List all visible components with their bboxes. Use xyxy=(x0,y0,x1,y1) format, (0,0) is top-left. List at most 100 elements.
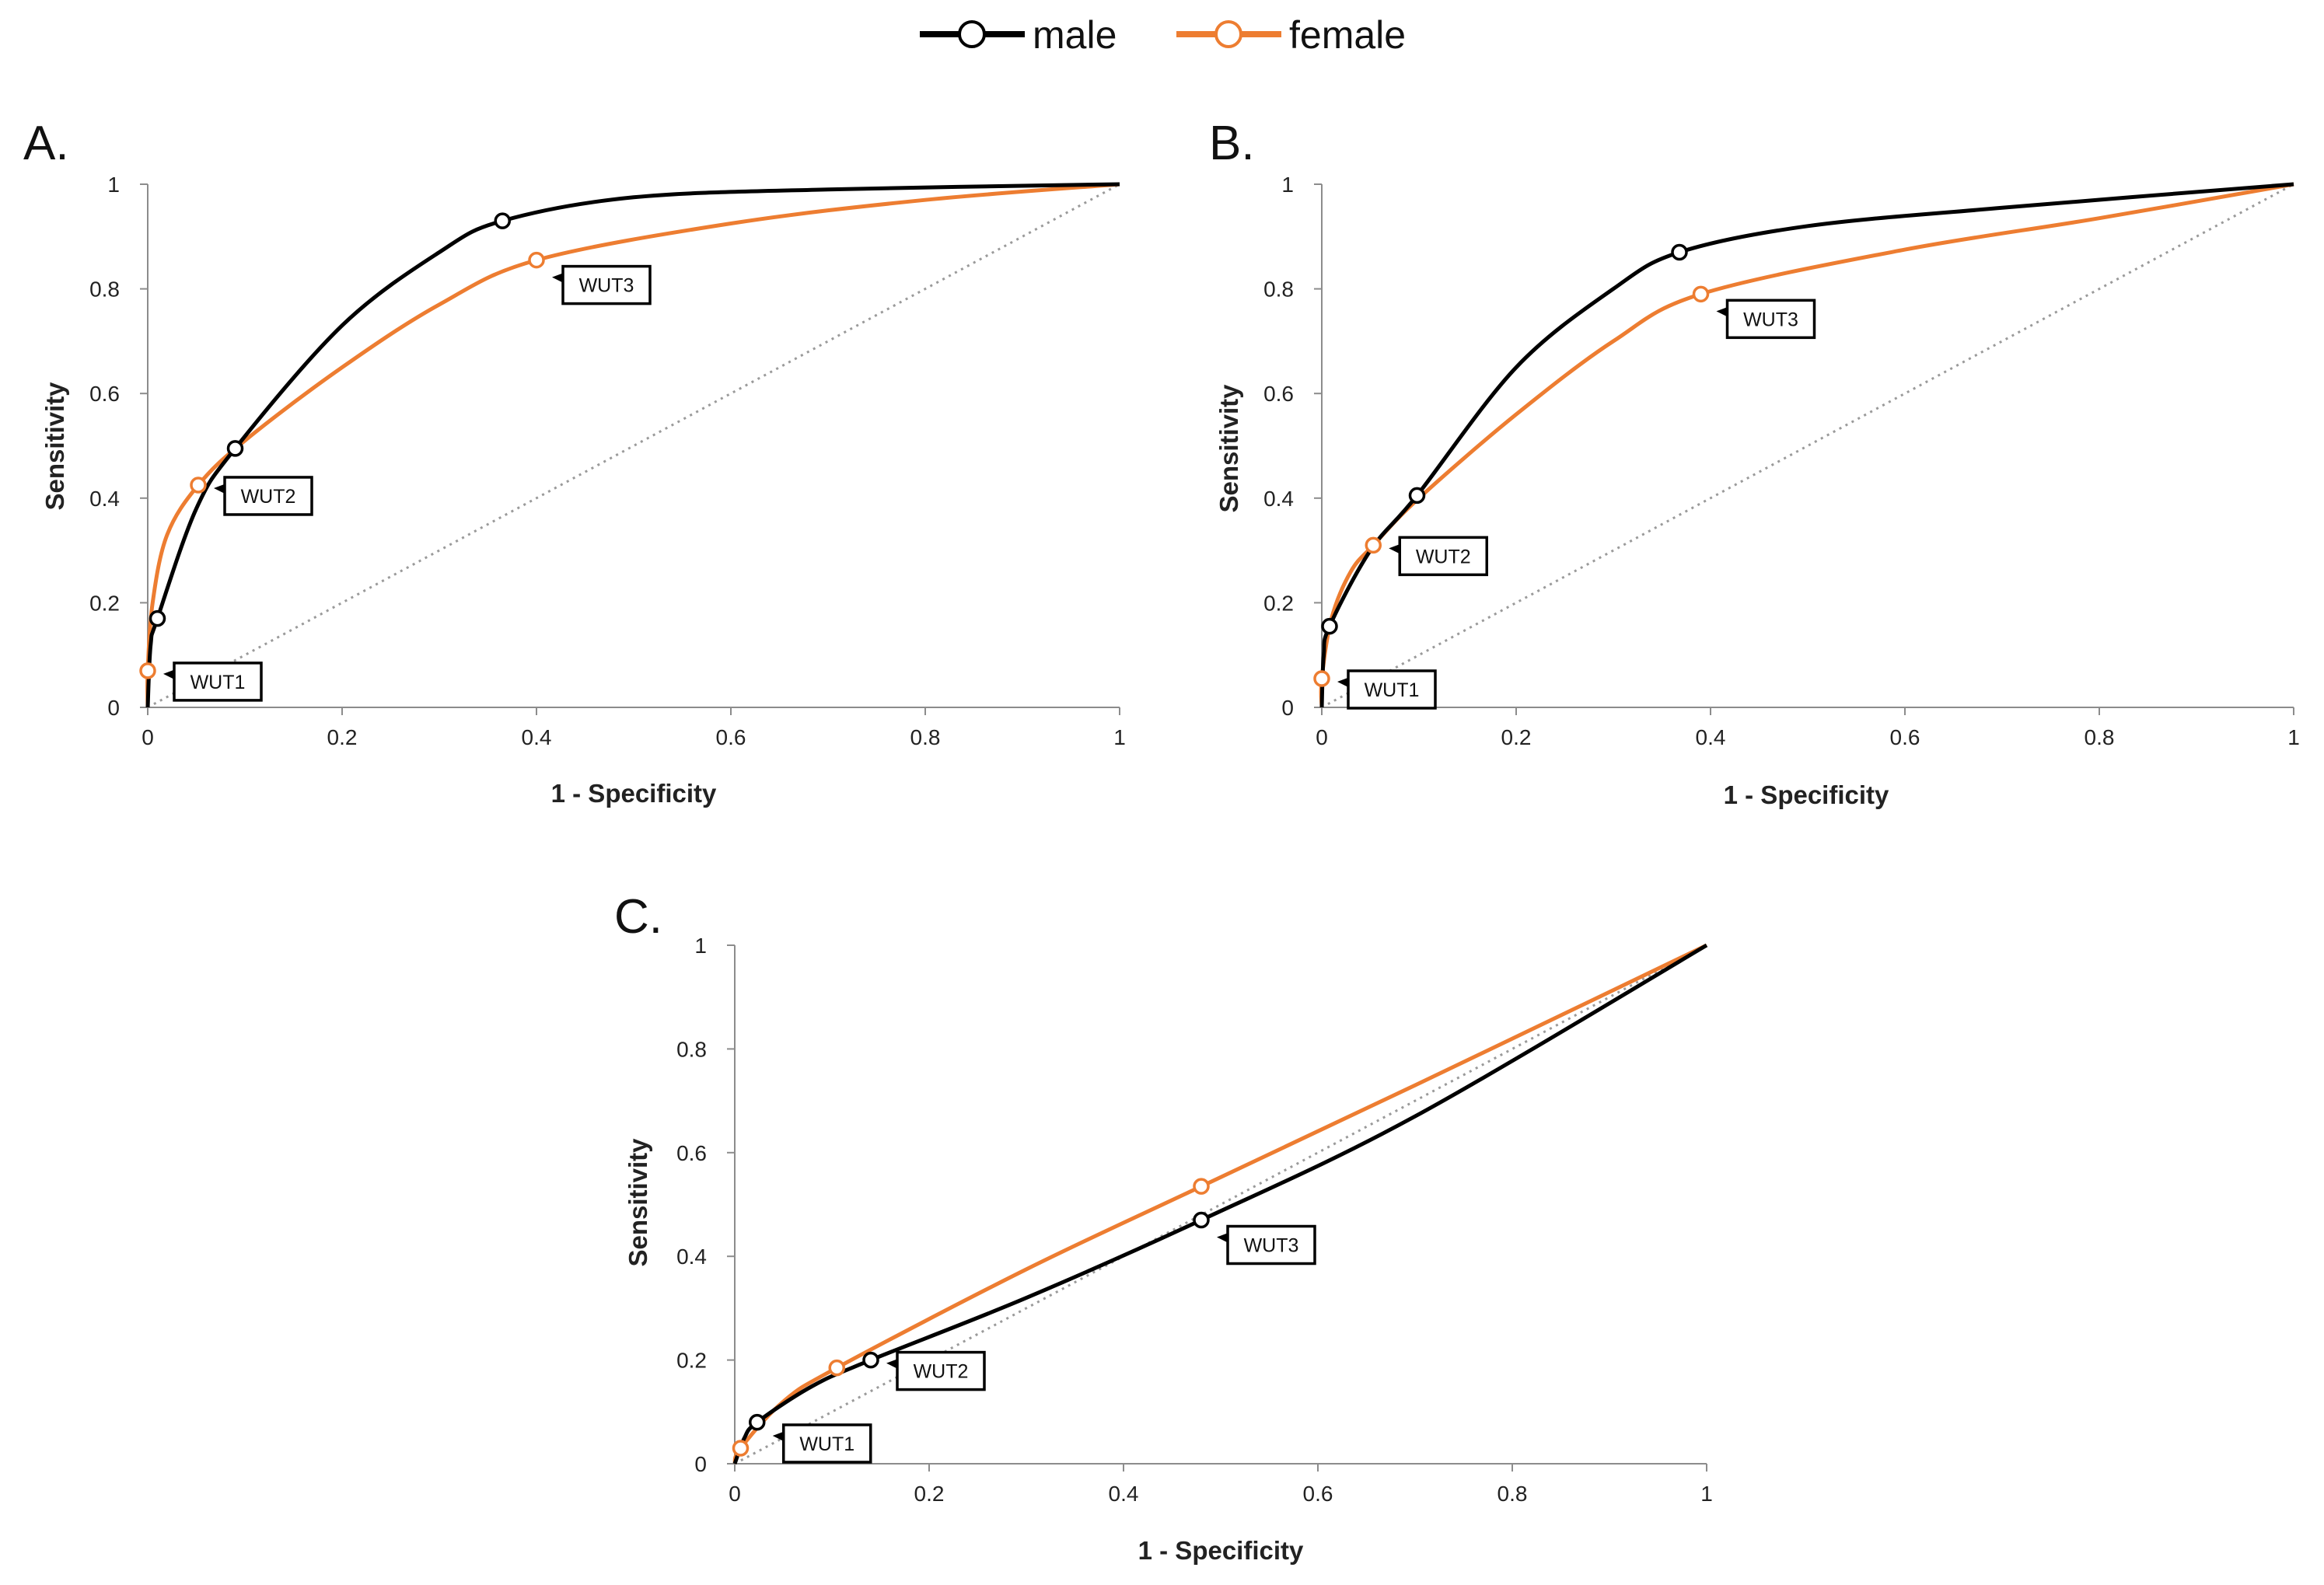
panel-c-callout-box xyxy=(896,1350,986,1391)
legend-female-label: female xyxy=(1289,13,1406,57)
panel-a-male-line xyxy=(145,182,1120,708)
panel-b-reference-line xyxy=(1321,183,2294,709)
panel-a: A. 0 0.2 0.4 0.6 0.8 1 00.20.40.60.81 WUT1WUT… xyxy=(23,117,1126,808)
panel-c-male-line xyxy=(732,943,1708,1465)
panel-c-y-tick-label: 1 xyxy=(694,934,707,958)
legend-female-marker xyxy=(1214,20,1242,48)
panel-c-callout-box xyxy=(1226,1224,1316,1266)
panel-c-label: C. xyxy=(614,890,662,944)
panel-a-y-tick-label: 1 xyxy=(107,173,120,197)
panel-c-y-tick-label: 0.2 xyxy=(676,1349,707,1373)
panel-c-female-line xyxy=(732,943,1708,1465)
panel-a-x-tick-label: 0.2 xyxy=(327,725,358,749)
legend-male-label: male xyxy=(1033,13,1117,57)
panel-b-callout-pointer xyxy=(1716,306,1729,318)
panel-a-callout-pointer xyxy=(552,272,564,284)
panel-b-female-point-2 xyxy=(1365,536,1382,554)
panel-b-y-tick-label: 1 xyxy=(1281,173,1294,197)
panel-c-callout-wut3: WUT3 xyxy=(1217,1224,1316,1266)
panel-c-y-tick-label: 0 xyxy=(694,1452,707,1476)
panel-a-y-tick-label: 0.8 xyxy=(89,278,120,302)
panel-a-female-point-3 xyxy=(528,251,545,269)
panel-b-callout-label: WUT2 xyxy=(1416,546,1471,567)
legend-male: male xyxy=(920,13,1117,57)
panel-b-x-tick-label: 1 xyxy=(2287,725,2300,749)
panel-a-callout-wut1: WUT1 xyxy=(163,662,263,702)
panel-c-female-point-3 xyxy=(1193,1178,1210,1195)
panel-a-x-axis-title: 1 - Specificity xyxy=(551,779,717,808)
panel-b-x-axis-title: 1 - Specificity xyxy=(1724,780,1889,809)
panel-b-male-point-2 xyxy=(1408,487,1426,504)
panel-b-callout-label: WUT3 xyxy=(1743,309,1798,330)
panel-c-callout-label: WUT1 xyxy=(799,1433,854,1455)
panel-a-reference-line xyxy=(147,183,1120,709)
panel-c-male-point-3 xyxy=(1193,1211,1210,1229)
panel-a-callout-label: WUT2 xyxy=(241,486,296,508)
panel-c-callout-wut2: WUT2 xyxy=(886,1350,986,1391)
panel-b-female-point-3 xyxy=(1692,285,1710,303)
panel-c-y-ticks: 0 0.2 0.4 0.6 0.8 1 xyxy=(676,934,735,1476)
panel-a-callout-box xyxy=(561,264,652,305)
panel-c-callout-box xyxy=(782,1423,872,1464)
panel-a-male-point-1 xyxy=(149,609,166,627)
panel-a-x-tick-label: 0.6 xyxy=(716,725,746,749)
panel-c-x-axis-title: 1 - Specificity xyxy=(1138,1536,1304,1565)
panel-c-x-tick-label: 1 xyxy=(1700,1482,1713,1506)
panel-b-y-tick-label: 0.4 xyxy=(1263,487,1294,511)
panel-a-male-point-2 xyxy=(226,440,244,457)
panel-b-male-point-1 xyxy=(1321,617,1338,635)
panel-c-x-tick-label: 0.4 xyxy=(1109,1482,1139,1506)
panel-c-reference-line xyxy=(734,944,1707,1465)
legend: male female xyxy=(920,13,1406,57)
panel-a-x-tick-label: 0 xyxy=(142,725,154,749)
panel-b-x-tick-label: 0.4 xyxy=(1696,725,1726,749)
panel-b-y-tick-label: 0.8 xyxy=(1263,278,1294,302)
panel-b-plot-area: WUT1 WUT2 WUT3 xyxy=(1313,182,2294,710)
panel-c-y-tick-label: 0.4 xyxy=(676,1245,707,1269)
panel-b-x-tick-label: 0.2 xyxy=(1501,725,1532,749)
panel-c-x-tick-label: 0.8 xyxy=(1497,1482,1528,1506)
panel-b-callout-label: WUT1 xyxy=(1365,679,1420,701)
panel-c-x-tick-label: 0.2 xyxy=(914,1482,945,1506)
panel-b-callout-box xyxy=(1347,669,1437,710)
panel-b-callout-box xyxy=(1725,298,1816,340)
panel-a-callout-pointer xyxy=(163,669,176,680)
panel-a-callout-box xyxy=(223,476,313,516)
panel-c-female-point-1 xyxy=(732,1440,750,1457)
panel-b-female-line xyxy=(1319,182,2294,708)
panel-b-y-axis-title: Sensitivity xyxy=(1214,384,1243,513)
legend-female: female xyxy=(1176,13,1406,57)
panel-b-female-point-1 xyxy=(1313,670,1330,687)
panel-a-male-point-3 xyxy=(494,212,511,229)
panel-a-female-point-2 xyxy=(190,477,207,494)
panel-a-female-point-1 xyxy=(139,662,156,679)
panel-a-callout-label: WUT3 xyxy=(579,275,634,297)
legend-male-marker xyxy=(958,20,986,48)
panel-c-y-tick-label: 0.8 xyxy=(676,1037,707,1061)
panel-a-x-tick-label: 1 xyxy=(1113,725,1126,749)
panel-b-y-tick-label: 0.2 xyxy=(1263,591,1294,615)
panel-c-male-point-2 xyxy=(862,1351,879,1369)
panel-b-y-tick-label: 0 xyxy=(1281,696,1294,720)
panel-b-male-point-3 xyxy=(1671,243,1688,261)
panel-a-y-tick-label: 0 xyxy=(107,696,120,720)
panel-a-female-line xyxy=(145,182,1120,708)
panel-b-y-tick-label: 0.6 xyxy=(1263,382,1294,406)
panel-c: C. 0 0.2 0.4 0.6 0.8 1 00.20.40.60.81 WUT1WUT… xyxy=(614,890,1713,1565)
panel-c-x-tick-label: 0.6 xyxy=(1303,1482,1333,1506)
panel-b-callout-box xyxy=(1398,536,1488,577)
panel-c-callout-wut1: WUT1 xyxy=(772,1423,872,1464)
panel-c-callout-pointer xyxy=(772,1430,785,1442)
panel-c-plot-area: WUT1 WUT2 WUT3 xyxy=(732,943,1708,1465)
panel-c-x-tick-label: 0 xyxy=(729,1482,741,1506)
panel-a-callout-pointer xyxy=(214,483,226,494)
panel-b: B. 0 0.2 0.4 0.6 0.8 1 00.20.40.60.81 WUT1WUT… xyxy=(1209,117,2300,809)
panel-a-x-tick-label: 0.4 xyxy=(522,725,552,749)
panel-b-male-line xyxy=(1319,182,2294,708)
panel-c-callout-label: WUT3 xyxy=(1244,1235,1299,1257)
panel-c-callout-label: WUT2 xyxy=(914,1361,969,1383)
panel-c-y-axis-title: Sensitivity xyxy=(624,1138,652,1267)
panel-a-callout-label: WUT1 xyxy=(190,672,246,693)
panel-a-y-ticks: 0 0.2 0.4 0.6 0.8 1 xyxy=(89,173,148,720)
